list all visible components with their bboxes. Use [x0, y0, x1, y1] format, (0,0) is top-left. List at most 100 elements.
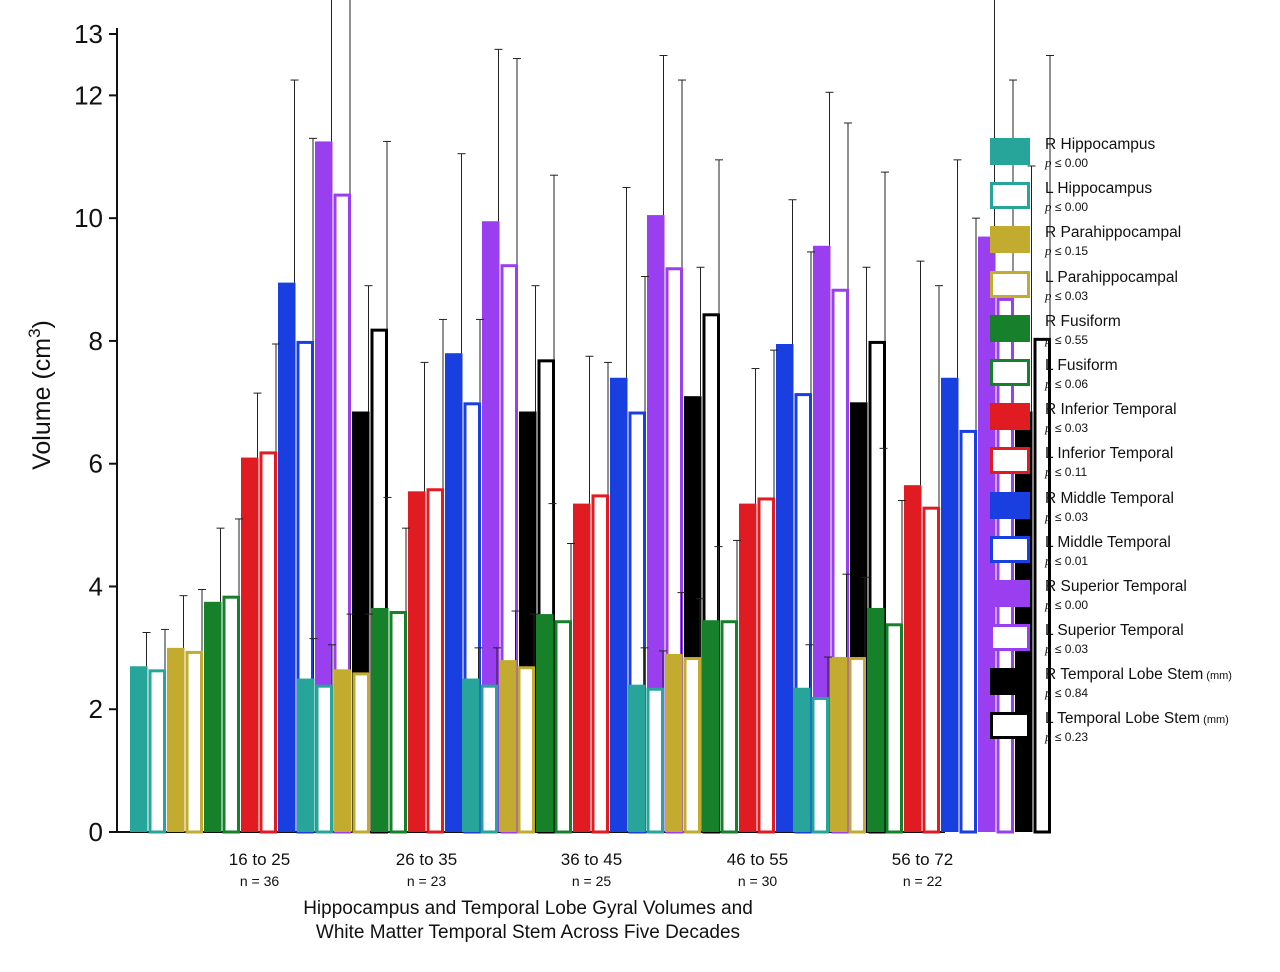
bar-l-fusiform [222, 595, 240, 834]
legend-p-value: p ≤ 0.01 [1045, 552, 1089, 568]
bar-l-parahippocampal [848, 657, 866, 834]
legend-item-l-temporal-lobe-stem: L Temporal Lobe Stem (mm) p ≤ 0.23 [988, 710, 1273, 754]
bar-l-inferior-temporal [591, 494, 609, 834]
legend-swatch [990, 712, 1030, 740]
legend-label: R Temporal Lobe Stem (mm) [1045, 666, 1232, 684]
bar-l-hippocampus [811, 696, 829, 834]
legend-label: L Superior Temporal [1045, 622, 1184, 640]
bar-r-inferior-temporal [408, 491, 426, 832]
legend-item-l-fusiform: L Fusiform p ≤ 0.06 [988, 357, 1273, 401]
legend-item-l-parahippocampal: L Parahippocampal p ≤ 0.03 [988, 269, 1273, 313]
legend: R Hippocampus p ≤ 0.00 L Hippocampus p ≤ 0.… [988, 136, 1273, 755]
bar-r-hippocampus [793, 687, 811, 832]
bar-l-inferior-temporal [259, 451, 277, 834]
legend-item-l-middle-temporal: L Middle Temporal p ≤ 0.01 [988, 534, 1273, 578]
bar-r-parahippocampal [665, 653, 683, 832]
bar-r-fusiform [204, 601, 222, 832]
bar-l-inferior-temporal [426, 488, 444, 834]
y-axis-title: Volume (cm3) [25, 320, 56, 470]
bar-r-parahippocampal [334, 669, 352, 832]
legend-p-value: p ≤ 0.11 [1045, 464, 1088, 480]
legend-item-r-parahippocampal: R Parahippocampal p ≤ 0.15 [988, 224, 1273, 268]
legend-label: L Hippocampus [1045, 180, 1153, 198]
legend-label: L Parahippocampal [1045, 268, 1178, 286]
legend-p-value: p ≤ 0.55 [1045, 331, 1089, 347]
legend-item-l-inferior-temporal: L Inferior Temporal p ≤ 0.11 [988, 445, 1273, 489]
legend-p-value: p ≤ 0.03 [1045, 641, 1089, 657]
legend-p-value: p ≤ 0.03 [1045, 287, 1089, 303]
legend-swatch [990, 226, 1030, 254]
x-axis-labels: 16 to 25 n = 36 26 to 35 n = 23 36 to 45 n = … [229, 850, 953, 889]
x-category-label: 16 to 25 [229, 850, 290, 869]
legend-item-l-superior-temporal: L Superior Temporal p ≤ 0.03 [988, 622, 1273, 666]
bar-l-hippocampus [148, 669, 166, 834]
legend-item-l-hippocampus: L Hippocampus p ≤ 0.00 [988, 180, 1273, 224]
bar-r-parahippocampal [499, 660, 517, 832]
legend-label: L Middle Temporal [1045, 533, 1171, 551]
bar-r-fusiform [702, 620, 720, 832]
legend-swatch [990, 182, 1030, 210]
bar-r-inferior-temporal [573, 503, 591, 832]
legend-p-value: p ≤ 0.06 [1045, 375, 1089, 391]
y-tick-label: 13 [74, 19, 103, 49]
x-category-label: 36 to 45 [561, 850, 622, 869]
bar-l-parahippocampal [683, 657, 701, 834]
bar-r-inferior-temporal [241, 457, 259, 832]
x-category-n: n = 22 [903, 873, 943, 889]
bars [130, 141, 1051, 834]
legend-swatch [990, 270, 1030, 298]
y-tick-label: 4 [89, 571, 103, 601]
bar-r-superior-temporal [647, 215, 665, 833]
bar-r-superior-temporal [482, 221, 500, 832]
x-category-n: n = 30 [738, 873, 778, 889]
y-tick-label: 2 [89, 694, 103, 724]
bar-l-middle-temporal [959, 429, 977, 834]
bar-l-fusiform [554, 620, 572, 834]
legend-swatch [990, 447, 1030, 475]
legend-p-value: p ≤ 0.00 [1045, 596, 1089, 612]
bar-r-fusiform [536, 614, 554, 832]
legend-label: L Inferior Temporal [1045, 445, 1174, 463]
bar-r-hippocampus [462, 678, 480, 832]
bar-r-hippocampus [130, 666, 148, 832]
bar-l-parahippocampal [352, 672, 370, 834]
bar-r-middle-temporal [278, 282, 296, 833]
bar-l-hippocampus [315, 684, 333, 834]
legend-p-value: p ≤ 0.03 [1045, 420, 1089, 436]
bar-r-hippocampus [297, 678, 315, 832]
bar-r-middle-temporal [941, 377, 959, 832]
y-tick-label: 6 [89, 449, 103, 479]
legend-item-r-middle-temporal: R Middle Temporal p ≤ 0.03 [988, 490, 1273, 534]
legend-p-value: p ≤ 0.23 [1045, 729, 1089, 745]
legend-p-value: p ≤ 0.84 [1045, 685, 1089, 701]
bar-l-inferior-temporal [757, 497, 775, 834]
bar-r-inferior-temporal [904, 485, 922, 832]
bar-r-middle-temporal [610, 377, 628, 832]
bar-r-fusiform [371, 607, 389, 832]
x-category-n: n = 36 [240, 873, 280, 889]
legend-label: R Parahippocampal [1045, 224, 1182, 242]
legend-item-r-hippocampus: R Hippocampus p ≤ 0.00 [988, 136, 1273, 180]
legend-label: R Hippocampus [1045, 136, 1156, 153]
legend-swatch [990, 579, 1030, 607]
bar-l-temporal-lobe-stem [1033, 337, 1051, 834]
x-axis-title-line-1: Hippocampus and Temporal Lobe Gyral Volu… [303, 898, 753, 919]
bar-r-hippocampus [628, 684, 646, 832]
legend-swatch [990, 491, 1030, 519]
x-category-label: 56 to 72 [892, 850, 953, 869]
bar-r-middle-temporal [445, 353, 463, 832]
bar-l-fusiform [389, 611, 407, 834]
legend-p-value: p ≤ 0.00 [1045, 155, 1089, 170]
legend-swatch [990, 403, 1030, 431]
bar-r-parahippocampal [830, 657, 848, 832]
x-category-n: n = 25 [572, 873, 612, 889]
legend-swatch [990, 535, 1030, 563]
legend-item-r-superior-temporal: R Superior Temporal p ≤ 0.00 [988, 578, 1273, 622]
bar-r-superior-temporal [813, 245, 831, 832]
y-tick-label: 0 [89, 817, 103, 847]
bar-l-parahippocampal [185, 650, 203, 834]
bar-l-superior-temporal [996, 297, 1014, 834]
legend-p-value: p ≤ 0.00 [1045, 199, 1089, 215]
x-category-label: 46 to 55 [727, 850, 788, 869]
